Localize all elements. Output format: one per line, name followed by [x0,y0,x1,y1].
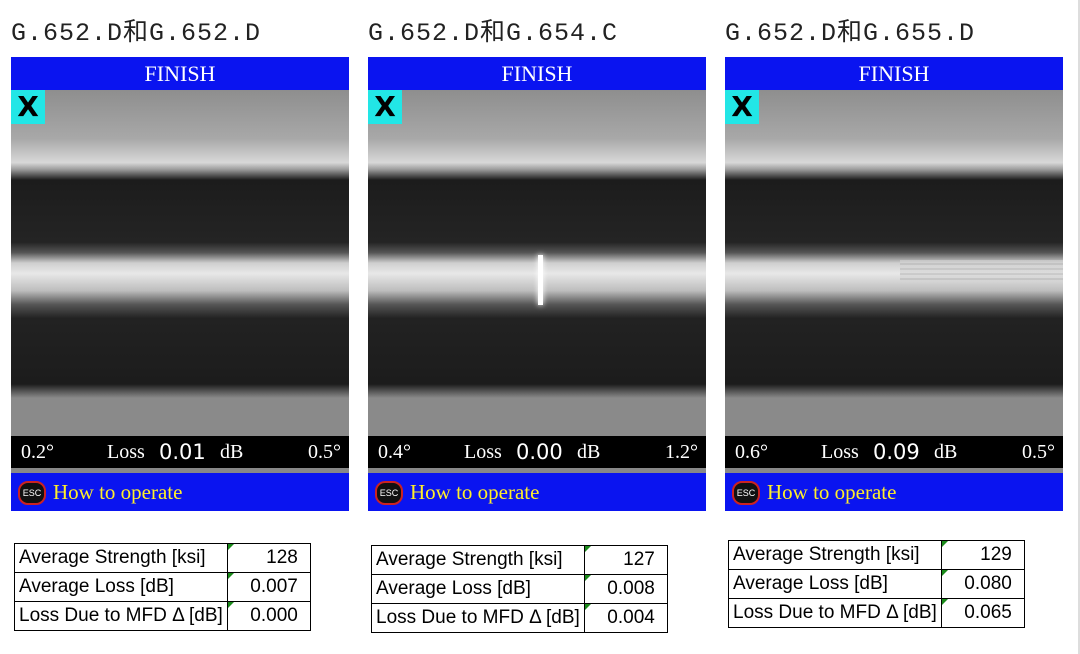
esc-button: ESC [375,481,403,505]
help-text: How to operate [410,480,540,504]
left-angle: 0.4° [378,441,411,463]
help-text: How to operate [767,480,897,504]
loss-unit: dB [577,441,601,463]
stat-label: Average Strength [ksi] [371,545,585,575]
stat-value: 127 [583,545,668,575]
help-text: How to operate [53,480,183,504]
loss-value: 0.00 [516,440,563,464]
right-angle: 0.5° [308,441,341,463]
splice-flash [538,255,543,305]
loss-value: 0.09 [873,440,920,464]
stat-label: Average Strength [ksi] [14,543,228,573]
table-row: Average Strength [ksi] 127 [371,545,668,575]
table-row: Loss Due to MFD Δ [dB] 0.000 [14,601,311,631]
stats-table: Average Strength [ksi] 127 Average Loss [d… [371,545,668,633]
status-mark: X [725,90,759,124]
splicer-screen: FINISH X 0.6° Loss 0.09 dB 0.5° ESC How to opera… [725,57,1063,511]
stat-label: Average Loss [dB] [728,569,942,599]
table-body: Average Strength [ksi] 129 Average Loss [d… [728,540,1025,628]
table-row: Average Strength [ksi] 128 [14,543,311,573]
stat-label: Loss Due to MFD Δ [dB] [728,598,942,628]
esc-button: ESC [732,481,760,505]
stat-label: Loss Due to MFD Δ [dB] [371,603,585,633]
loss-label: Loss [107,441,145,463]
fiber-image: X [368,90,706,436]
stat-label: Average Loss [dB] [14,572,228,602]
panel: G.652.D和G.654.C FINISH X 0.4° Loss 0.00 dB 1.2°… [368,0,706,654]
loss-label: Loss [464,441,502,463]
stat-value: 0.004 [583,603,668,633]
stat-label: Average Strength [ksi] [728,540,942,570]
help-bar: ESC How to operate [11,473,349,511]
splicer-screen: FINISH X 0.2° Loss 0.01 dB 0.5° ESC How to opera… [11,57,349,511]
stat-label: Loss Due to MFD Δ [dB] [14,601,228,631]
table-row: Average Loss [dB] 0.007 [14,572,311,602]
loss-label: Loss [821,441,859,463]
esc-button: ESC [18,481,46,505]
status-bar: FINISH [725,57,1063,90]
help-bar: ESC How to operate [368,473,706,511]
status-mark: X [368,90,402,124]
table-row: Average Loss [dB] 0.008 [371,574,668,604]
stat-value: 129 [940,540,1025,570]
loss-value: 0.01 [159,440,206,464]
status-bar: FINISH [11,57,349,90]
panel-title: G.652.D和G.654.C [368,19,619,48]
loss-unit: dB [220,441,244,463]
divider [725,468,1063,473]
right-angle: 1.2° [665,441,698,463]
divider [11,468,349,473]
core-offset [900,260,1063,282]
info-bar: 0.4° Loss 0.00 dB 1.2° [368,436,706,468]
help-bar: ESC How to operate [725,473,1063,511]
table-row: Loss Due to MFD Δ [dB] 0.004 [371,603,668,633]
fiber-image: X [725,90,1063,436]
stat-label: Average Loss [dB] [371,574,585,604]
table-body: Average Strength [ksi] 127 Average Loss [d… [371,545,668,633]
table-row: Average Strength [ksi] 129 [728,540,1025,570]
stat-value: 0.007 [226,572,311,602]
stat-value: 0.008 [583,574,668,604]
status-mark: X [11,90,45,124]
left-angle: 0.2° [21,441,54,463]
splicer-screen: FINISH X 0.4° Loss 0.00 dB 1.2° ESC How to opera… [368,57,706,511]
status-bar: FINISH [368,57,706,90]
info-bar: 0.6° Loss 0.09 dB 0.5° [725,436,1063,468]
panel: G.652.D和G.652.D FINISH X 0.2° Loss 0.01 dB 0.5°… [11,0,349,654]
stat-value: 0.065 [940,598,1025,628]
fiber-image: X [11,90,349,436]
panel-title: G.652.D和G.652.D [11,19,262,48]
stats-table: Average Strength [ksi] 128 Average Loss [d… [14,543,311,631]
loss-unit: dB [934,441,958,463]
stats-table: Average Strength [ksi] 129 Average Loss [d… [728,540,1025,628]
panel-title: G.652.D和G.655.D [725,19,976,48]
panel: G.652.D和G.655.D FINISH X 0.6° Loss 0.09 dB 0.5°… [725,0,1063,654]
left-angle: 0.6° [735,441,768,463]
right-angle: 0.5° [1022,441,1055,463]
divider [368,468,706,473]
info-bar: 0.2° Loss 0.01 dB 0.5° [11,436,349,468]
table-body: Average Strength [ksi] 128 Average Loss [d… [14,543,311,631]
edge [1078,0,1080,654]
table-row: Loss Due to MFD Δ [dB] 0.065 [728,598,1025,628]
stat-value: 128 [226,543,311,573]
stat-value: 0.000 [226,601,311,631]
stat-value: 0.080 [940,569,1025,599]
table-row: Average Loss [dB] 0.080 [728,569,1025,599]
